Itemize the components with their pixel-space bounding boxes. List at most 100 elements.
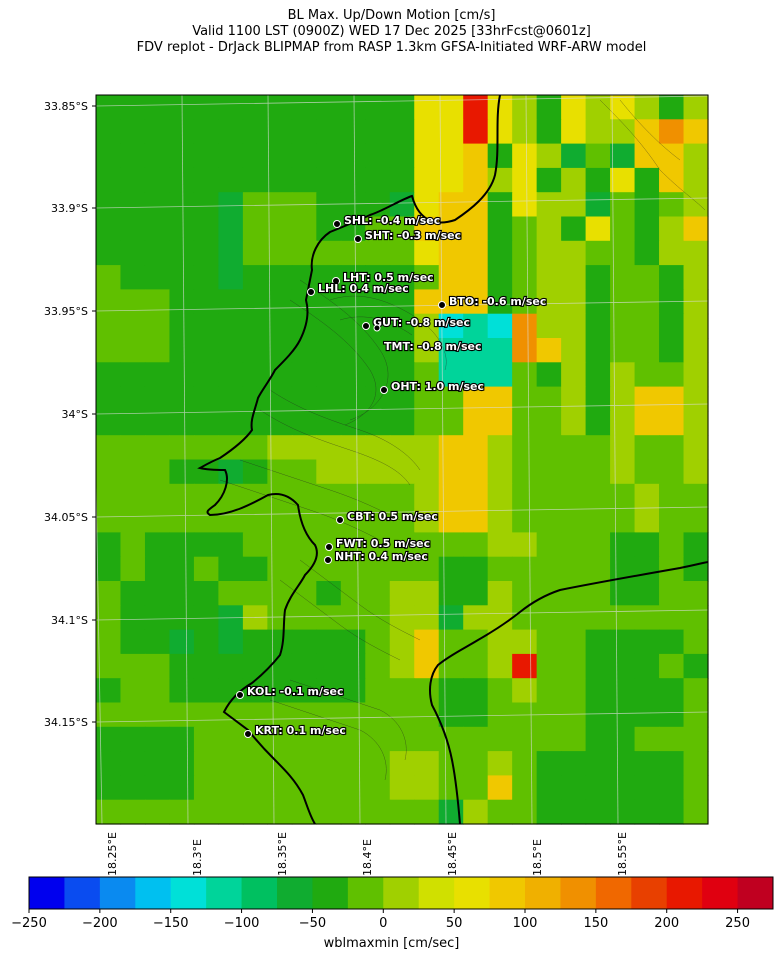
field-cell — [561, 435, 587, 461]
station-oht[interactable]: OHT: 1.0 m/sec — [380, 379, 485, 394]
field-cell — [659, 799, 685, 825]
field-cell — [463, 338, 489, 363]
colorbar-swatch — [525, 877, 561, 909]
field-cell — [585, 143, 611, 169]
field-cell — [144, 581, 171, 606]
station-lht[interactable]: LHT: 0.5 m/sec — [332, 270, 435, 285]
colorbar-swatch — [383, 877, 420, 909]
field-cell — [144, 678, 171, 704]
field-cell — [169, 678, 195, 704]
field-cell — [463, 95, 489, 120]
colorbar-swatch — [135, 877, 172, 909]
field-cell — [169, 362, 195, 388]
field-cell — [365, 167, 391, 193]
field-cell — [340, 386, 366, 412]
field-cell — [536, 143, 562, 169]
field-cell — [561, 751, 587, 776]
colorbar-swatch — [99, 877, 136, 909]
field-cell — [96, 338, 122, 363]
station-shl[interactable]: SHL: -0.4 m/sec — [333, 213, 441, 228]
field-cell — [659, 386, 685, 412]
field-cell — [414, 556, 440, 582]
field-cell — [96, 581, 122, 606]
colorbar-tick-label: −200 — [82, 916, 118, 931]
field-cell — [585, 119, 611, 145]
field-cell — [267, 338, 293, 363]
field-cell — [218, 386, 244, 412]
station-cbt[interactable]: CBT: 0.5 m/sec — [336, 509, 439, 524]
field-cell — [463, 265, 489, 290]
field-cell — [389, 678, 415, 704]
field-cell — [585, 338, 611, 363]
station-bto[interactable]: BTO: -0.6 m/sec — [438, 294, 547, 309]
field-cell — [683, 95, 709, 120]
field-cell — [536, 726, 562, 752]
field-cell — [463, 726, 489, 752]
field-cell — [267, 289, 293, 315]
field-cell — [561, 556, 587, 582]
field-cell — [463, 240, 489, 266]
field-cell — [316, 435, 342, 461]
field-cell — [365, 435, 391, 461]
field-cell — [585, 726, 611, 752]
colorbar-tick-label: 200 — [654, 916, 679, 931]
field-cell — [438, 653, 464, 679]
field-cell — [414, 95, 440, 120]
field-cell — [365, 605, 391, 631]
field-cell — [120, 678, 146, 704]
field-cell — [96, 483, 122, 509]
field-cell — [389, 143, 415, 169]
station-kol[interactable]: KOL: -0.1 m/sec — [236, 684, 345, 699]
field-cell — [659, 216, 685, 242]
field-cell — [120, 556, 146, 582]
field-cell — [659, 265, 685, 290]
field-cell — [340, 483, 366, 509]
station-label: KRT: 0.1 m/sec — [255, 724, 346, 737]
field-cell — [512, 386, 538, 412]
field-cell — [120, 751, 146, 776]
field-cell — [438, 726, 464, 752]
colorbar-swatch — [454, 877, 491, 909]
field-cell — [659, 751, 685, 776]
field-cell — [193, 653, 219, 679]
field-cell — [120, 775, 146, 801]
field-cell — [512, 216, 538, 242]
field-cell — [144, 751, 171, 776]
station-krt[interactable]: KRT: 0.1 m/sec — [244, 723, 347, 738]
field-cell — [96, 726, 122, 752]
field-cell — [193, 313, 219, 339]
field-cell — [340, 702, 366, 728]
field-cell — [144, 653, 171, 679]
field-cell — [316, 386, 342, 412]
field-cell — [536, 386, 562, 412]
field-cell — [438, 240, 464, 266]
field-cell — [144, 508, 171, 533]
station-nht[interactable]: NHT: 0.4 m/sec — [324, 549, 429, 564]
field-cell — [144, 459, 171, 485]
field-cell — [414, 605, 440, 631]
field-cell — [683, 192, 709, 218]
field-cell — [463, 775, 489, 801]
field-cell — [610, 386, 636, 412]
station-fwt[interactable]: FWT: 0.5 m/sec — [325, 536, 431, 551]
station-gut[interactable]: GUT: -0.8 m/sec — [362, 315, 471, 330]
lat-label: 34.1°S — [51, 614, 88, 627]
field-cell — [512, 143, 538, 169]
field-cell — [634, 581, 660, 606]
field-cell — [414, 459, 440, 485]
field-cell — [585, 313, 611, 339]
field-cell — [536, 532, 562, 558]
station-lhl[interactable]: LHL: 0.4 m/sec — [307, 281, 410, 296]
field-cell — [291, 581, 317, 606]
field-cell — [193, 265, 219, 290]
station-tmt[interactable]: TMT: -0.8 m/sec — [373, 324, 483, 354]
field-cell — [561, 678, 587, 704]
field-cell — [536, 192, 562, 218]
colorbar-swatch — [560, 877, 597, 909]
field-cell — [389, 726, 415, 752]
field-cell — [218, 775, 244, 801]
station-sht[interactable]: SHT: -0.3 m/sec — [354, 228, 462, 243]
field-cell — [438, 775, 464, 801]
field-cell — [144, 799, 171, 825]
field-cell — [561, 702, 587, 728]
